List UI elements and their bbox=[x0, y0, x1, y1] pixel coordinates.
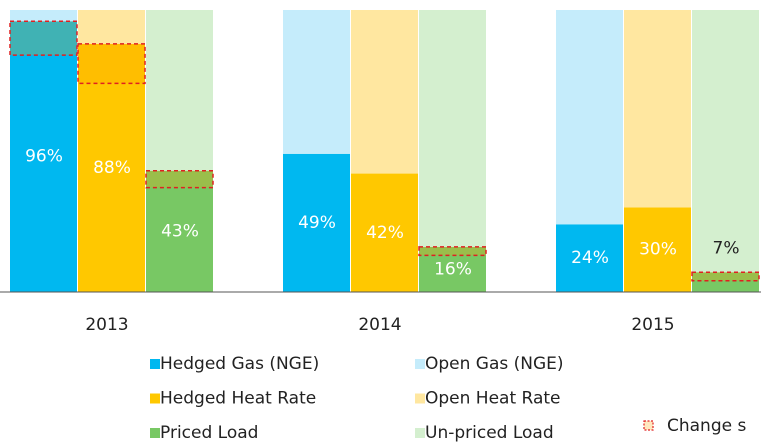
bar-segment bbox=[10, 10, 77, 22]
bar-segment bbox=[78, 10, 145, 44]
legend-swatch bbox=[643, 420, 654, 431]
legend-swatch bbox=[415, 393, 425, 404]
legend-swatch bbox=[150, 393, 160, 404]
legend-label: Open Gas (NGE) bbox=[425, 354, 564, 374]
bar-segment bbox=[419, 10, 486, 247]
bar-segment bbox=[283, 153, 350, 292]
bar-segment bbox=[419, 246, 486, 292]
legend-label: Open Heat Rate bbox=[425, 389, 561, 409]
bar-segment bbox=[351, 10, 418, 174]
legend-label: Hedged Gas (NGE) bbox=[160, 354, 319, 374]
change-box bbox=[77, 43, 146, 85]
bar-segment bbox=[10, 21, 77, 293]
bar-segment bbox=[556, 224, 623, 292]
value-label: 43% bbox=[161, 221, 199, 241]
change-box bbox=[691, 271, 760, 282]
legend-label: Un-priced Load bbox=[425, 423, 554, 442]
x-tick-label: 2013 bbox=[85, 315, 128, 335]
legend-label: Priced Load bbox=[160, 423, 258, 442]
bar-segment bbox=[624, 207, 691, 292]
bar-segment bbox=[146, 170, 213, 292]
value-label: 7% bbox=[713, 238, 740, 258]
bar-segment bbox=[692, 10, 759, 273]
bar-segment bbox=[146, 10, 213, 171]
value-label: 88% bbox=[93, 158, 131, 178]
bar-segment bbox=[351, 173, 418, 292]
bar-segment bbox=[556, 10, 623, 225]
change-box bbox=[9, 20, 78, 56]
change-box bbox=[145, 169, 214, 189]
value-label: 49% bbox=[298, 213, 336, 233]
value-label: 30% bbox=[639, 240, 677, 260]
value-label: 24% bbox=[571, 248, 609, 268]
legend-swatch bbox=[415, 428, 425, 438]
x-tick-label: 2014 bbox=[358, 315, 401, 335]
value-label: 42% bbox=[366, 223, 404, 243]
bar-segment bbox=[78, 43, 145, 293]
legend-swatch bbox=[415, 359, 425, 369]
legend-swatch bbox=[150, 359, 160, 369]
legend-label: Hedged Heat Rate bbox=[160, 389, 316, 409]
legend-label: Change s bbox=[667, 416, 746, 436]
bar-segment bbox=[692, 272, 759, 292]
legend-swatch bbox=[150, 428, 160, 438]
bar-segment bbox=[624, 10, 691, 208]
bar-segment bbox=[283, 10, 350, 154]
value-label: 16% bbox=[434, 259, 472, 279]
change-box bbox=[418, 246, 487, 257]
x-tick-label: 2015 bbox=[631, 315, 674, 335]
value-label: 96% bbox=[25, 147, 63, 167]
